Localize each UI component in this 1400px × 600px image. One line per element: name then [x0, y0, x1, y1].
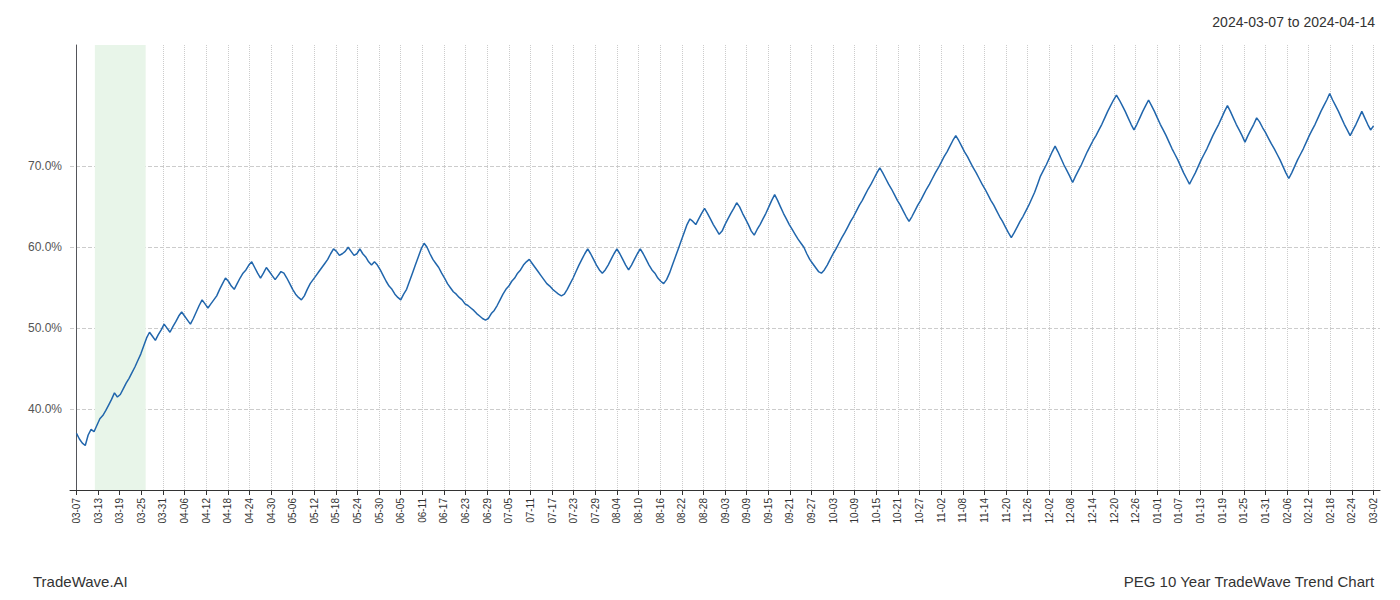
svg-text:08-28: 08-28 — [698, 498, 709, 524]
svg-text:08-10: 08-10 — [633, 498, 644, 524]
svg-text:01-19: 01-19 — [1217, 498, 1228, 524]
svg-text:09-15: 09-15 — [763, 498, 774, 524]
svg-text:50.0%: 50.0% — [28, 321, 62, 335]
svg-text:04-30: 04-30 — [266, 498, 277, 524]
svg-text:06-11: 06-11 — [417, 498, 428, 523]
svg-text:04-12: 04-12 — [201, 498, 212, 524]
svg-text:03-07: 03-07 — [71, 498, 82, 524]
svg-text:70.0%: 70.0% — [28, 159, 62, 173]
svg-text:TradeWave.AI: TradeWave.AI — [33, 573, 128, 590]
svg-text:06-29: 06-29 — [482, 498, 493, 524]
svg-text:04-06: 04-06 — [179, 498, 190, 524]
svg-text:05-18: 05-18 — [330, 498, 341, 524]
svg-text:01-31: 01-31 — [1260, 498, 1271, 524]
svg-text:04-18: 04-18 — [222, 498, 233, 524]
svg-text:11-26: 11-26 — [1022, 498, 1033, 523]
svg-text:10-27: 10-27 — [914, 498, 925, 524]
svg-text:12-08: 12-08 — [1065, 498, 1076, 524]
svg-text:06-05: 06-05 — [395, 498, 406, 524]
svg-text:11-20: 11-20 — [1001, 498, 1012, 523]
svg-text:05-24: 05-24 — [352, 498, 363, 524]
svg-text:03-02: 03-02 — [1368, 498, 1379, 524]
svg-text:02-12: 02-12 — [1303, 498, 1314, 524]
svg-text:08-16: 08-16 — [655, 498, 666, 524]
svg-text:07-29: 07-29 — [590, 498, 601, 524]
svg-text:07-17: 07-17 — [547, 498, 558, 524]
svg-text:11-08: 11-08 — [957, 498, 968, 523]
svg-text:01-07: 01-07 — [1173, 498, 1184, 524]
svg-text:02-24: 02-24 — [1346, 498, 1357, 524]
svg-text:05-06: 05-06 — [287, 498, 298, 524]
svg-text:01-13: 01-13 — [1195, 498, 1206, 524]
svg-text:09-27: 09-27 — [806, 498, 817, 524]
svg-text:02-06: 02-06 — [1282, 498, 1293, 524]
svg-text:08-04: 08-04 — [611, 498, 622, 524]
svg-text:05-12: 05-12 — [309, 498, 320, 524]
svg-text:10-21: 10-21 — [892, 498, 903, 524]
svg-text:05-30: 05-30 — [374, 498, 385, 524]
svg-text:2024-03-07 to 2024-04-14: 2024-03-07 to 2024-04-14 — [1212, 14, 1375, 30]
svg-text:09-09: 09-09 — [741, 498, 752, 524]
svg-text:07-05: 07-05 — [503, 498, 514, 524]
svg-text:09-03: 09-03 — [720, 498, 731, 524]
svg-text:06-17: 06-17 — [438, 498, 449, 524]
svg-text:11-14: 11-14 — [979, 498, 990, 523]
svg-text:09-21: 09-21 — [784, 498, 795, 524]
svg-text:12-20: 12-20 — [1109, 498, 1120, 524]
svg-text:04-24: 04-24 — [244, 498, 255, 524]
svg-text:07-23: 07-23 — [568, 498, 579, 524]
svg-text:03-13: 03-13 — [93, 498, 104, 524]
svg-text:08-22: 08-22 — [676, 498, 687, 524]
svg-text:01-01: 01-01 — [1152, 498, 1163, 524]
svg-text:01-25: 01-25 — [1238, 498, 1249, 524]
svg-text:07-11: 07-11 — [525, 498, 536, 523]
svg-text:12-14: 12-14 — [1087, 498, 1098, 524]
svg-text:02-18: 02-18 — [1325, 498, 1336, 524]
svg-text:03-25: 03-25 — [136, 498, 147, 524]
svg-text:10-15: 10-15 — [871, 498, 882, 524]
svg-text:PEG 10 Year TradeWave Trend Ch: PEG 10 Year TradeWave Trend Chart — [1124, 573, 1375, 590]
svg-text:11-02: 11-02 — [936, 498, 947, 523]
svg-text:12-26: 12-26 — [1130, 498, 1141, 524]
svg-text:03-19: 03-19 — [114, 498, 125, 524]
svg-text:10-03: 10-03 — [828, 498, 839, 524]
svg-text:60.0%: 60.0% — [28, 240, 62, 254]
svg-text:12-02: 12-02 — [1044, 498, 1055, 524]
svg-text:40.0%: 40.0% — [28, 402, 62, 416]
svg-text:10-09: 10-09 — [849, 498, 860, 524]
svg-text:03-31: 03-31 — [157, 498, 168, 524]
svg-text:06-23: 06-23 — [460, 498, 471, 524]
